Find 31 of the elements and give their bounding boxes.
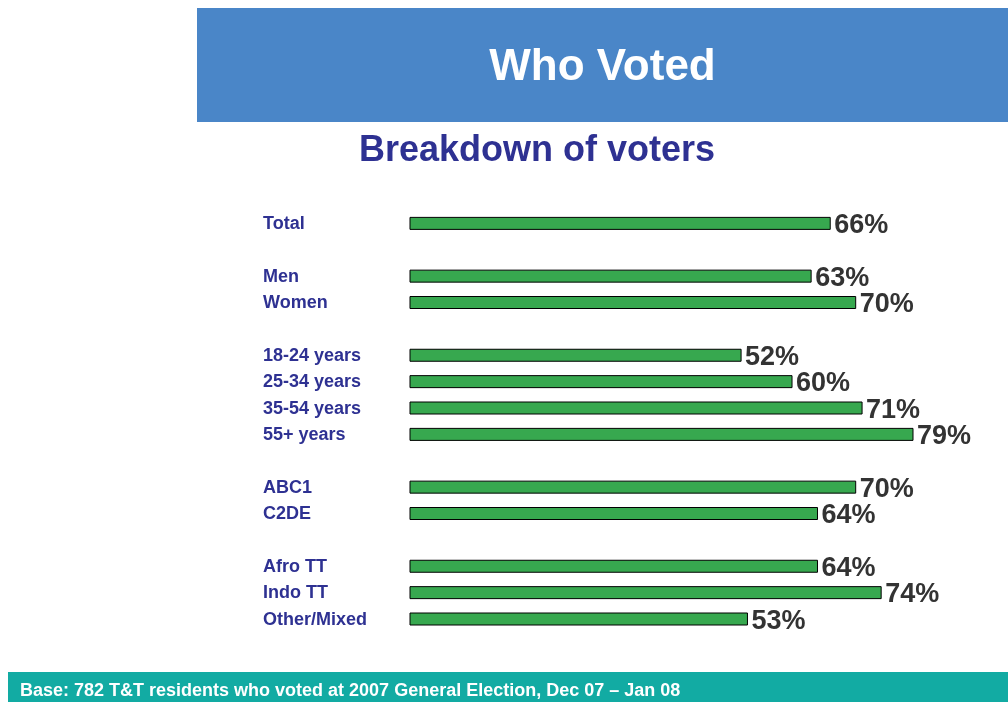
bar — [409, 507, 818, 521]
bar — [409, 559, 818, 573]
bar — [409, 612, 748, 626]
y-tick-label: 25-34 years — [263, 371, 362, 392]
y-tick-label: 55+ years — [263, 424, 346, 445]
y-tick-label: Indo TT — [263, 582, 328, 603]
y-tick-label: ABC1 — [263, 476, 313, 497]
y-tick-label: Total — [263, 213, 305, 234]
chart-subtitle: Breakdown of voters — [357, 128, 717, 170]
y-tick-label: Afro TT — [263, 556, 327, 577]
chart-title: Who Voted — [489, 40, 716, 90]
text: Base: 782 T&T residents who voted at 2007 General Election, Dec 07 – Jan 08 — [8, 672, 1008, 701]
data-label: 64% — [821, 551, 876, 582]
y-tick-label: Men — [263, 265, 299, 286]
bar — [409, 216, 831, 230]
y-tick-label: C2DE — [263, 503, 312, 524]
bar — [409, 586, 882, 600]
y-tick-label: Women — [263, 292, 328, 313]
bar — [409, 375, 793, 389]
bar — [409, 480, 857, 494]
y-tick-label: 18-24 years — [263, 345, 362, 366]
y-tick-label: Other/Mixed — [263, 608, 368, 629]
y-tick-label: 35-54 years — [263, 397, 362, 418]
data-label: 53% — [751, 604, 806, 635]
data-label: 66% — [834, 208, 889, 239]
bar — [409, 427, 914, 441]
bar — [409, 348, 742, 362]
bar — [409, 401, 863, 415]
bar — [409, 269, 812, 283]
bar — [409, 296, 857, 310]
data-label: 74% — [885, 578, 940, 609]
